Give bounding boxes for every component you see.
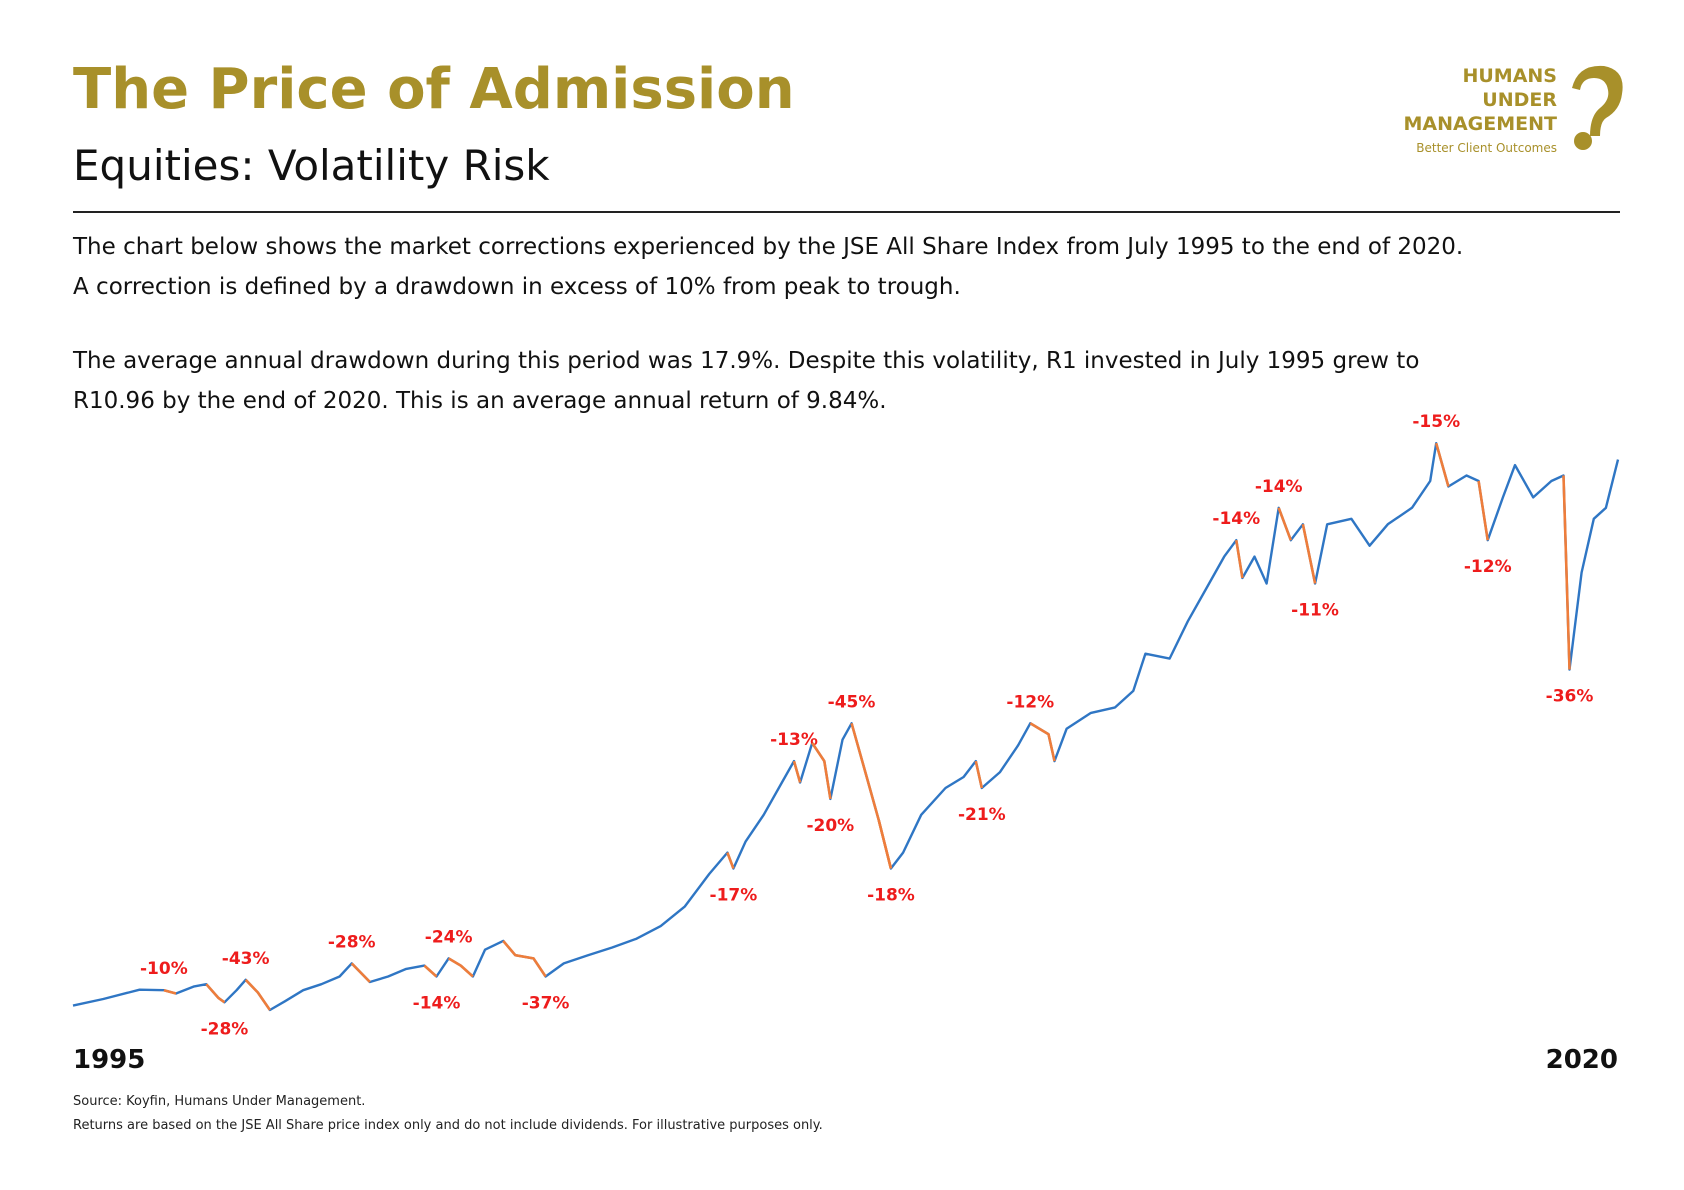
- logo-text: UNDER: [1482, 89, 1557, 111]
- logo-text: MANAGEMENT: [1403, 113, 1557, 135]
- correction-label: -15%: [1412, 412, 1460, 432]
- correction-segment: [974, 760, 984, 789]
- correction-segment: [1434, 442, 1450, 487]
- correction-label: -11%: [1291, 600, 1339, 620]
- correction-segment: [1277, 507, 1293, 541]
- correction-label: -36%: [1546, 687, 1594, 707]
- x-tick-label: 1995: [73, 1045, 145, 1075]
- correction-segment: [1029, 722, 1056, 762]
- correction-segment: [163, 988, 177, 995]
- correction-segment: [244, 978, 271, 1011]
- footnote: Returns are based on the JSE All Share p…: [73, 1118, 823, 1133]
- title: The Price of Admission: [73, 57, 795, 122]
- correction-label: -28%: [328, 932, 376, 952]
- correction-segment: [350, 962, 371, 983]
- correction-segment: [877, 819, 893, 869]
- correction-label: -18%: [867, 886, 915, 906]
- plot: 1995 2020 -10% -28% -43% -28% -14% -24% -37% -17%…: [72, 412, 1620, 1075]
- correction-label: -28%: [201, 1019, 249, 1039]
- correction-label: -20%: [806, 816, 854, 836]
- correction-label: -43%: [222, 949, 270, 969]
- correction-label: -14%: [1212, 509, 1260, 529]
- correction-label: -10%: [140, 959, 188, 979]
- intro-text: A correction is defined by a drawdown in…: [73, 274, 961, 300]
- correction-label: -12%: [1464, 557, 1512, 577]
- footnote: Source: Koyfin, Humans Under Management.: [73, 1094, 365, 1109]
- index-line: [72, 442, 1620, 1012]
- logo-dot: [1574, 132, 1592, 150]
- correction-segment: [447, 957, 474, 978]
- logo-mark: [1572, 65, 1623, 136]
- correction-segment: [811, 742, 832, 800]
- correction-label: -24%: [425, 927, 473, 947]
- logo-text: HUMANS: [1462, 65, 1557, 87]
- logo-tagline: Better Client Outcomes: [1416, 141, 1557, 155]
- correction-segment: [1562, 475, 1571, 670]
- correction-segment: [792, 760, 802, 783]
- intro-text: The chart below shows the market correct…: [72, 234, 1463, 260]
- correction-segment: [1301, 524, 1317, 584]
- correction-label: -45%: [828, 692, 876, 712]
- correction-segment: [1477, 480, 1489, 541]
- correction-segment: [205, 983, 226, 1004]
- correction-label: -13%: [770, 730, 818, 750]
- correction-label: -37%: [522, 994, 570, 1014]
- correction-label: -12%: [1006, 692, 1054, 712]
- correction-label: -14%: [413, 994, 461, 1014]
- correction-segment: [423, 964, 438, 978]
- correction-label: -14%: [1255, 477, 1303, 497]
- intro-text: The average annual drawdown during this …: [72, 348, 1419, 374]
- logo: HUMANS UNDER MANAGEMENT Better Client Ou…: [1403, 65, 1623, 155]
- correction-segment: [502, 940, 547, 978]
- subtitle: Equities: Volatility Risk: [73, 141, 550, 190]
- correction-label: -21%: [958, 805, 1006, 825]
- correction-segment: [726, 852, 735, 869]
- intro-text: R10.96 by the end of 2020. This is an av…: [73, 388, 887, 414]
- x-tick-label: 2020: [1546, 1045, 1618, 1075]
- correction-label: -17%: [710, 886, 758, 906]
- correction-segment: [1235, 539, 1244, 579]
